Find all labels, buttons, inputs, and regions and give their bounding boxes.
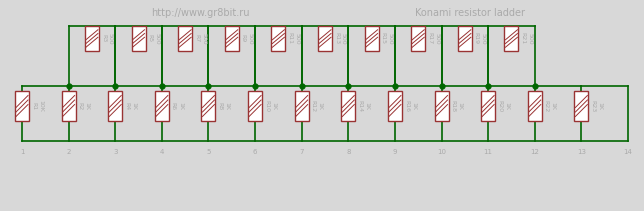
- Bar: [458, 26, 472, 51]
- Text: 1K: 1K: [317, 102, 323, 110]
- Text: 1K: 1K: [457, 102, 462, 110]
- Text: 13: 13: [577, 149, 586, 155]
- Text: R16: R16: [404, 100, 409, 112]
- Bar: [155, 91, 169, 121]
- Text: R10: R10: [264, 100, 269, 112]
- Text: 1K: 1K: [131, 102, 137, 110]
- Text: 1K: 1K: [178, 102, 183, 110]
- Text: R2: R2: [78, 102, 82, 110]
- Bar: [131, 26, 146, 51]
- Text: R8: R8: [218, 102, 222, 110]
- Text: 1K: 1K: [84, 102, 90, 110]
- Bar: [202, 91, 216, 121]
- Bar: [412, 26, 425, 51]
- Bar: [318, 26, 332, 51]
- Text: 500: 500: [388, 33, 393, 44]
- Text: 500: 500: [434, 33, 439, 44]
- Text: R1: R1: [31, 102, 36, 110]
- Text: R3: R3: [101, 34, 106, 43]
- Text: 6: 6: [253, 149, 258, 155]
- Text: 500: 500: [481, 33, 486, 44]
- Bar: [62, 91, 75, 121]
- Text: 4: 4: [160, 149, 164, 155]
- Text: 1: 1: [20, 149, 24, 155]
- Text: R9: R9: [241, 34, 246, 43]
- Bar: [108, 91, 122, 121]
- Text: 2: 2: [66, 149, 71, 155]
- Bar: [481, 91, 495, 121]
- Text: R20: R20: [497, 100, 502, 112]
- Text: 8: 8: [346, 149, 350, 155]
- Bar: [85, 26, 99, 51]
- Bar: [295, 91, 308, 121]
- Text: 14: 14: [623, 149, 632, 155]
- Text: R14: R14: [357, 100, 363, 112]
- Text: 7: 7: [299, 149, 304, 155]
- Text: 11: 11: [484, 149, 493, 155]
- Text: R22: R22: [544, 100, 549, 112]
- Text: 12: 12: [530, 149, 539, 155]
- Text: 500: 500: [155, 33, 160, 44]
- Text: 1K: 1K: [271, 102, 276, 110]
- Bar: [248, 91, 262, 121]
- Bar: [528, 91, 542, 121]
- Text: 1K: 1K: [598, 102, 602, 110]
- Bar: [388, 91, 402, 121]
- Text: 500: 500: [108, 33, 113, 44]
- Text: 1K: 1K: [504, 102, 509, 110]
- Text: 500: 500: [341, 33, 346, 44]
- Bar: [504, 26, 518, 51]
- Bar: [574, 91, 589, 121]
- Text: R12: R12: [310, 100, 316, 112]
- Text: 9: 9: [393, 149, 397, 155]
- Text: 500: 500: [527, 33, 533, 44]
- Text: 1K: 1K: [365, 102, 369, 110]
- Text: http://www.gr8bit.ru: http://www.gr8bit.ru: [151, 8, 249, 18]
- Text: R6: R6: [171, 102, 176, 110]
- Text: 500: 500: [248, 33, 252, 44]
- Text: R15: R15: [381, 32, 386, 45]
- Text: R13: R13: [334, 32, 339, 45]
- Text: R17: R17: [427, 32, 432, 45]
- Text: Konami resistor ladder: Konami resistor ladder: [415, 8, 525, 18]
- Text: R5: R5: [147, 34, 153, 43]
- Bar: [225, 26, 239, 51]
- Bar: [435, 91, 448, 121]
- Text: 500: 500: [201, 33, 206, 44]
- Text: R7: R7: [194, 34, 199, 43]
- Text: R18: R18: [451, 100, 455, 112]
- Text: R11: R11: [287, 32, 292, 45]
- Bar: [365, 26, 379, 51]
- Bar: [271, 26, 285, 51]
- Text: 1K: 1K: [411, 102, 416, 110]
- Text: R21: R21: [520, 32, 526, 45]
- Text: 5: 5: [206, 149, 211, 155]
- Bar: [341, 91, 355, 121]
- Text: R19: R19: [474, 32, 479, 45]
- Text: R4: R4: [124, 102, 129, 110]
- Text: 1K: 1K: [551, 102, 556, 110]
- Bar: [15, 91, 29, 121]
- Text: 10K: 10K: [38, 100, 43, 112]
- Text: 1K: 1K: [225, 102, 229, 110]
- Text: 500: 500: [294, 33, 299, 44]
- Text: R23: R23: [591, 100, 596, 112]
- Text: 10: 10: [437, 149, 446, 155]
- Bar: [178, 26, 192, 51]
- Text: 3: 3: [113, 149, 117, 155]
